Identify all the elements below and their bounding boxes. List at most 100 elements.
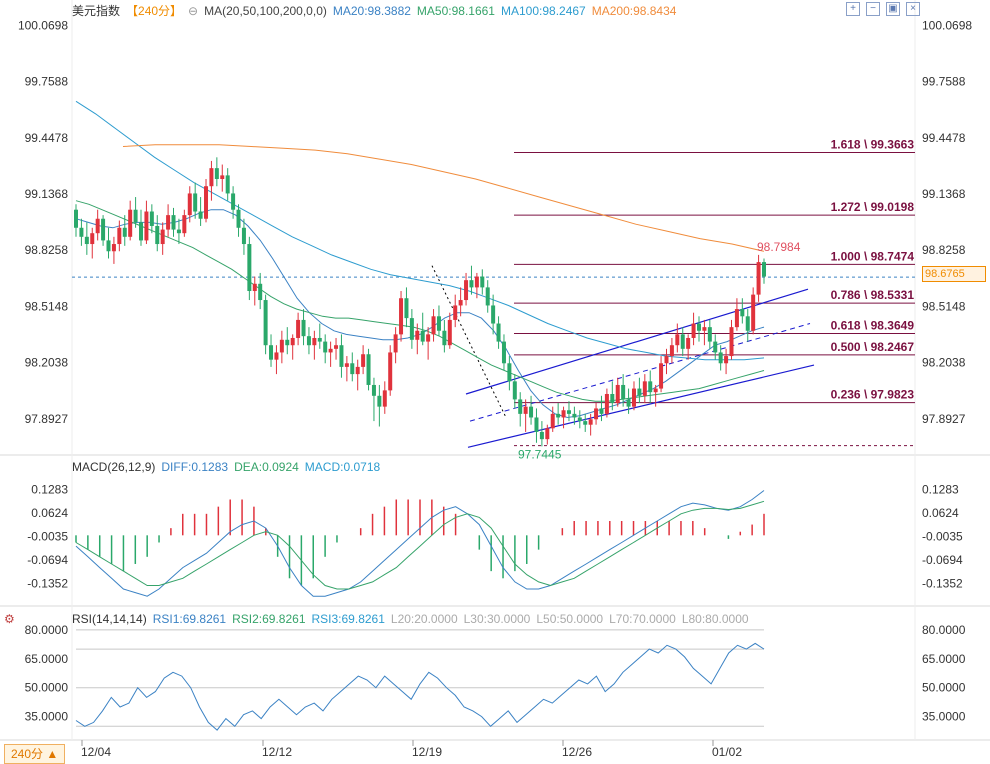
candle-body xyxy=(95,218,100,234)
candle-body xyxy=(187,193,192,216)
rsi-l50: L50:50.0000 xyxy=(536,612,604,626)
candle-body xyxy=(420,330,425,342)
rsi-l80: L80:80.0000 xyxy=(681,612,749,626)
toggle-icon[interactable]: ⊖ xyxy=(188,3,199,18)
candle-body xyxy=(312,337,317,346)
candle-body xyxy=(111,244,116,252)
candle-body xyxy=(566,410,571,414)
candle-body xyxy=(90,233,95,245)
candle-body xyxy=(144,211,149,241)
macd-y-tick-label: -0.1352 xyxy=(27,577,68,591)
rsi-y-tick-label: 35.0000 xyxy=(922,710,966,724)
candle-body xyxy=(588,419,593,425)
candle-body xyxy=(675,334,680,346)
candle-body xyxy=(724,356,729,364)
channel-upper-line[interactable] xyxy=(465,288,809,395)
candle-body xyxy=(447,319,452,346)
candle-body xyxy=(117,227,122,245)
fib-label: 1.618 \ 99.3663 xyxy=(831,138,915,152)
candle-body xyxy=(734,309,739,328)
fib-label: 1.272 \ 99.0198 xyxy=(831,200,915,214)
candle-body xyxy=(279,339,284,353)
zigzag-line xyxy=(431,265,507,418)
y-tick-label: 99.7588 xyxy=(922,75,966,89)
candle-body xyxy=(696,323,701,331)
candle-body xyxy=(355,366,360,375)
rsi-l20: L20:20.0000 xyxy=(390,612,458,626)
window-buttons: + − ▣ × xyxy=(846,2,920,16)
candle-body xyxy=(193,193,198,212)
period-selector-button[interactable]: 240分 ▲ xyxy=(4,744,66,764)
channel-lower-line[interactable] xyxy=(467,364,815,448)
candle-body xyxy=(106,240,111,252)
macd-line-diff xyxy=(75,490,765,597)
candle-body xyxy=(529,406,534,418)
ma-line-ma100 xyxy=(75,100,765,361)
candle-body xyxy=(296,319,301,338)
candle-body xyxy=(160,229,165,245)
rsi-y-tick-label: 50.0000 xyxy=(922,681,966,695)
timeframe-label[interactable]: 【240分】 xyxy=(126,4,183,18)
candle-body xyxy=(572,413,577,418)
y-tick-label: 97.8927 xyxy=(25,412,69,426)
candle-body xyxy=(729,327,734,357)
macd-label[interactable]: MACD(26,12,9) xyxy=(72,460,156,474)
x-tick-label: 01/02 xyxy=(712,745,742,759)
candle-body xyxy=(534,417,539,432)
candle-body xyxy=(653,388,658,393)
channel-mid-line[interactable] xyxy=(469,323,811,422)
rsi-header-values: RSI(14,14,14) RSI1:69.8261 RSI2:69.8261 … xyxy=(72,612,749,626)
candle-body xyxy=(702,327,707,331)
candle-body xyxy=(350,363,355,375)
fib-label: 1.000 \ 98.7474 xyxy=(831,249,915,263)
x-tick-label: 12/19 xyxy=(412,745,442,759)
candle-body xyxy=(626,399,631,407)
candle-body xyxy=(615,384,620,404)
candle-body xyxy=(631,388,636,407)
rsi-line xyxy=(75,642,765,731)
y-tick-label: 98.2038 xyxy=(25,356,69,370)
settings-icon[interactable]: ⚙ xyxy=(4,612,15,626)
rsi-label[interactable]: RSI(14,14,14) xyxy=(72,612,147,626)
candle-body xyxy=(290,337,295,346)
x-tick-label: 12/26 xyxy=(562,745,592,759)
add-icon[interactable]: + xyxy=(846,2,860,16)
candle-body xyxy=(664,356,669,364)
rsi-y-tick-label: 65.0000 xyxy=(922,652,966,666)
candle-body xyxy=(518,399,523,414)
macd-header: MACD(26,12,9) DIFF:0.1283 DEA:0.0924 MAC… xyxy=(72,460,380,474)
low-label: 97.7445 xyxy=(518,448,562,462)
candle-body xyxy=(139,222,144,241)
candle-body xyxy=(301,319,306,337)
candle-body xyxy=(231,193,236,210)
candle-body xyxy=(198,211,203,219)
macd-y-tick-label: -0.1352 xyxy=(922,577,963,591)
minimize-icon[interactable]: − xyxy=(866,2,880,16)
main-chart-header: 美元指数 【240分】 ⊖ MA(20,50,100,200,0,0) MA20… xyxy=(72,2,676,19)
candle-body xyxy=(691,323,696,338)
macd-y-tick-label: -0.0035 xyxy=(922,530,963,544)
rsi2-value: RSI2:69.8261 xyxy=(232,612,306,626)
high-label: 98.7984 xyxy=(757,240,801,254)
macd-dea: DEA:0.0924 xyxy=(234,460,299,474)
candle-body xyxy=(545,428,550,440)
ma200-value: MA200:98.8434 xyxy=(591,3,677,18)
y-tick-label: 99.4478 xyxy=(25,131,69,145)
maximize-icon[interactable]: ▣ xyxy=(886,2,900,16)
rsi-y-tick-label: 50.0000 xyxy=(25,681,69,695)
candle-body xyxy=(101,218,106,241)
candle-body xyxy=(393,334,398,353)
candle-body xyxy=(556,413,561,418)
candle-body xyxy=(377,395,382,407)
candle-body xyxy=(328,348,333,353)
candle-body xyxy=(155,225,160,245)
candle-body xyxy=(241,227,246,245)
macd-y-tick-label: -0.0694 xyxy=(27,553,68,567)
ma-params[interactable]: MA(20,50,100,200,0,0) xyxy=(204,3,327,18)
candle-body xyxy=(491,305,496,324)
candle-body xyxy=(220,175,225,179)
rsi-header: ⚙ xyxy=(4,612,15,626)
close-icon[interactable]: × xyxy=(906,2,920,16)
candle-body xyxy=(285,339,290,346)
